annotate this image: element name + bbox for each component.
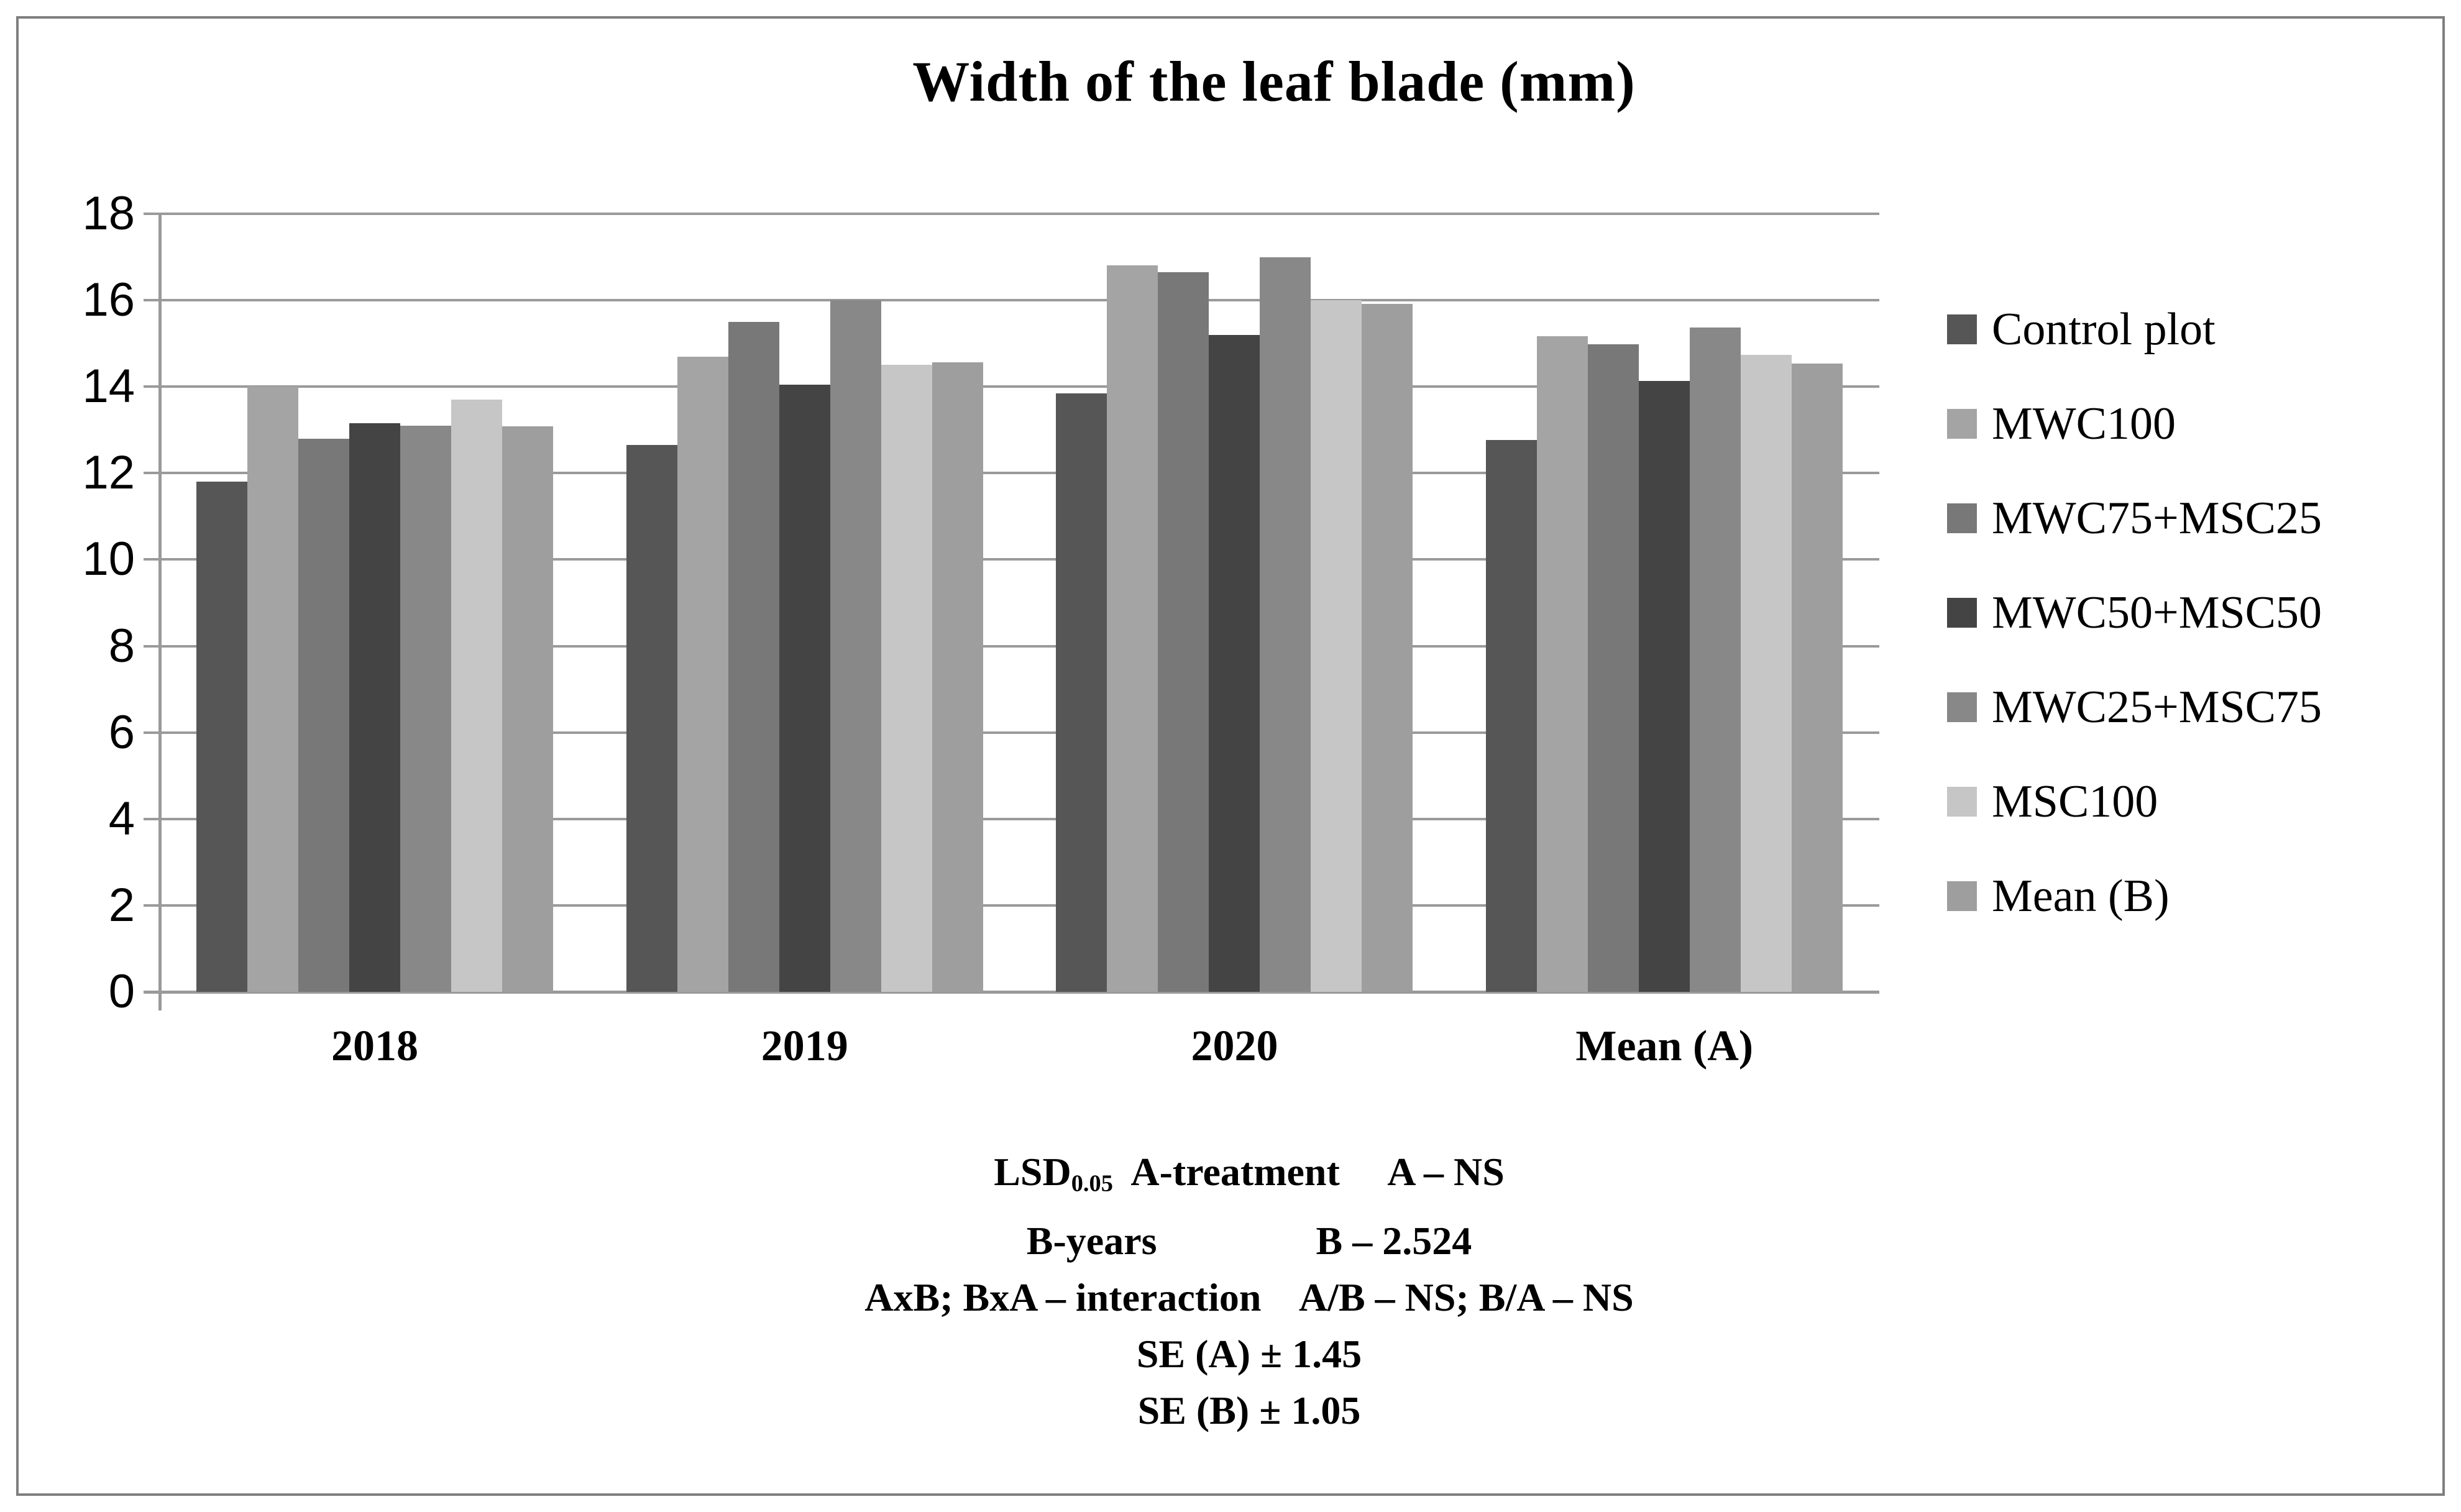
legend-swatch-icon (1947, 409, 1977, 439)
footnote-line-se-b: SE (B) ± 1.05 (1137, 1388, 1361, 1432)
footnote-line-se-a: SE (A) ± 1.45 (1136, 1331, 1362, 1376)
bar-mwc100-mean-a- (1537, 336, 1588, 992)
bar-mwc50-msc50-2019 (779, 384, 830, 992)
y-axis-tick-label-18: 18 (82, 187, 135, 240)
bar-mwc25-msc75-2018 (400, 425, 451, 992)
legend-item-mwc75-msc25: MWC75+MSC25 (1947, 488, 2322, 548)
bar-mwc25-msc75-2019 (830, 300, 881, 992)
gridline-y4 (144, 817, 1879, 820)
lsd-subscript: 0.05 (1071, 1170, 1113, 1197)
legend-item-mean-b-: Mean (B) (1947, 866, 2170, 926)
gridline-y0 (144, 991, 1879, 994)
bar-control-plot-2018 (196, 482, 247, 992)
y-axis-tick-label-8: 8 (108, 619, 135, 672)
y-axis-tick-label-6: 6 (108, 705, 135, 759)
legend-swatch-icon (1947, 598, 1977, 628)
footnote-line-interaction: AxB; BxA – interaction A/B – NS; B/A – N… (864, 1275, 1634, 1319)
bar-mwc25-msc75-mean-a- (1690, 327, 1741, 992)
legend-label: MWC100 (1992, 398, 2176, 449)
bar-mean-b--2020 (1362, 303, 1413, 992)
bar-mwc100-2018 (247, 387, 298, 992)
bar-mean-b--mean-a- (1792, 364, 1843, 992)
gridline-y14 (144, 385, 1879, 388)
gridline-y18 (144, 213, 1879, 215)
legend-item-mwc25-msc75: MWC25+MSC75 (1947, 677, 2322, 737)
legend-swatch-icon (1947, 314, 1977, 344)
bar-mwc75-msc25-2018 (298, 438, 349, 992)
legend-swatch-icon (1947, 787, 1977, 817)
legend-label: MWC75+MSC25 (1992, 492, 2322, 544)
legend-label: Mean (B) (1992, 870, 2170, 922)
footnote-line-lsd: LSD0.05 A-treatment A – NS (19, 1143, 2461, 1212)
bar-mwc25-msc75-2020 (1260, 257, 1311, 992)
lsd-label: LSD (994, 1150, 1071, 1194)
bar-mwc75-msc25-2020 (1158, 272, 1209, 992)
x-axis-label-mean-a-: Mean (A) (1575, 1022, 1754, 1070)
legend-swatch-icon (1947, 503, 1977, 533)
bar-mwc50-msc50-2020 (1209, 334, 1260, 992)
bar-control-plot-mean-a- (1486, 439, 1538, 992)
legend-label: MWC50+MSC50 (1992, 587, 2322, 638)
chart-title: Width of the leaf blade (mm) (912, 50, 1636, 113)
legend-item-mwc100: MWC100 (1947, 394, 2176, 454)
bar-mwc75-msc25-2019 (728, 321, 779, 992)
legend-item-mwc50-msc50: MWC50+MSC50 (1947, 583, 2322, 643)
legend-item-control-plot: Control plot (1947, 300, 2216, 359)
y-axis-tick-label-2: 2 (108, 878, 135, 932)
bar-msc100-mean-a- (1741, 355, 1792, 992)
y-axis-line (158, 214, 162, 1010)
gridline-y6 (144, 731, 1879, 734)
legend-item-msc100: MSC100 (1947, 772, 2158, 832)
y-axis-tick-label-12: 12 (82, 446, 135, 500)
gridline-y8 (144, 644, 1879, 648)
x-axis-label-2019: 2019 (761, 1022, 848, 1070)
gridline-y10 (144, 558, 1879, 561)
bar-control-plot-2019 (626, 445, 677, 992)
y-axis-tick-label-4: 4 (108, 792, 135, 845)
x-axis-label-2018: 2018 (331, 1022, 418, 1070)
bar-mwc100-2019 (677, 356, 728, 992)
footnote-line-b-years: B-years B – 2.524 (1026, 1218, 1472, 1263)
legend-label: MSC100 (1992, 776, 2158, 827)
figure-border (16, 16, 2445, 1496)
bar-mean-b--2018 (502, 426, 553, 992)
y-axis-tick-label-14: 14 (82, 360, 135, 413)
bar-msc100-2019 (881, 365, 932, 992)
y-axis-tick-label-10: 10 (82, 533, 135, 586)
gridline-y16 (144, 299, 1879, 302)
bar-control-plot-2020 (1056, 393, 1107, 992)
plot-area: 0 2 4 6 8 10 12 14 16 18 2018 2019 2020 Mean (A) (82, 187, 1879, 1070)
bar-msc100-2020 (1311, 300, 1362, 992)
legend-swatch-icon (1947, 692, 1977, 722)
bar-mwc50-msc50-mean-a- (1639, 381, 1690, 992)
legend-swatch-icon (1947, 881, 1977, 911)
bar-msc100-2018 (451, 400, 502, 992)
x-axis-label-2020: 2020 (1191, 1022, 1278, 1070)
y-axis-tick-label-16: 16 (82, 273, 135, 327)
bar-mean-b--2019 (932, 362, 983, 992)
y-axis-tick-label-0: 0 (108, 965, 135, 1018)
legend-label: MWC25+MSC75 (1992, 681, 2322, 733)
lsd-rest: A-treatment A – NS (1112, 1150, 1505, 1194)
footnote-block: LSD0.05 A-treatment A – NS B-years B – 2… (19, 1143, 2461, 1439)
bar-mwc50-msc50-2018 (349, 423, 400, 992)
gridline-y2 (144, 904, 1879, 907)
gridline-y12 (144, 472, 1879, 475)
legend-label: Control plot (1992, 303, 2216, 355)
bar-mwc75-msc25-mean-a- (1588, 344, 1639, 992)
bar-mwc100-2020 (1107, 265, 1158, 992)
